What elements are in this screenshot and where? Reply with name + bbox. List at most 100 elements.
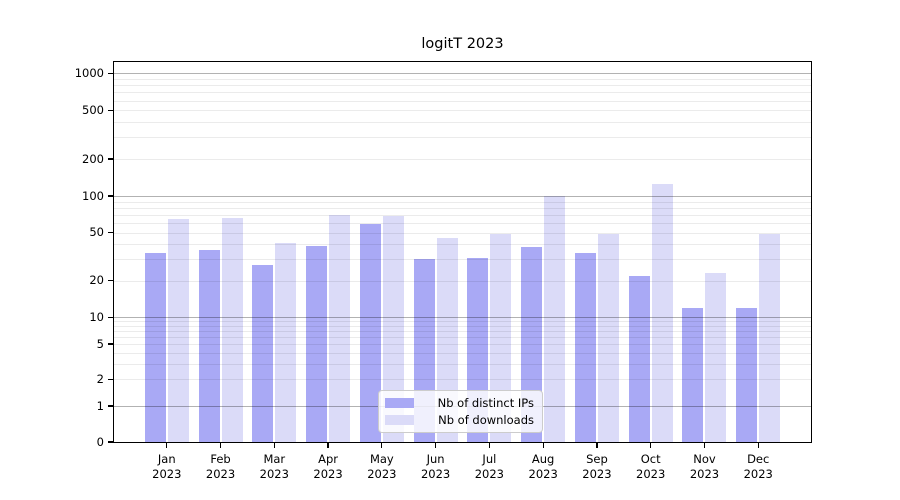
y-tick-200	[108, 158, 113, 160]
x-tick-year-nov: 2023	[689, 467, 720, 481]
y-tick-label-1: 1	[96, 398, 104, 413]
gridline-6	[113, 336, 812, 338]
x-tick-jan	[166, 443, 168, 448]
y-tick-50	[108, 231, 113, 234]
bar-nb-of-distinct-ips-may	[359, 223, 381, 443]
bar-nb-of-distinct-ips-oct	[628, 275, 650, 443]
gridline-900	[113, 78, 812, 80]
gridline-30	[113, 259, 812, 261]
gridline-700	[113, 92, 812, 94]
bar-nb-of-distinct-ips-feb	[198, 249, 220, 443]
bar-nb-of-downloads-feb	[221, 217, 243, 443]
x-tick-jul	[488, 443, 490, 448]
bar-nb-of-downloads-mar	[275, 242, 297, 443]
x-tick-year-jan: 2023	[152, 467, 182, 481]
x-tick-year-sep: 2023	[582, 467, 612, 481]
x-tick-apr	[327, 443, 329, 448]
bar-nb-of-distinct-ips-nov	[682, 307, 704, 443]
legend-label-downloads: Nb of downloads	[438, 413, 534, 427]
gridline-70	[113, 214, 812, 216]
y-tick-label-20: 20	[89, 273, 104, 288]
y-tick-label-5: 5	[96, 336, 104, 351]
x-tick-year-aug: 2023	[528, 467, 558, 481]
gridline-90	[113, 201, 812, 203]
x-tick-label-nov: Nov 2023	[674, 452, 734, 482]
y-tick-label-2: 2	[96, 371, 104, 386]
x-tick-label-apr: Apr 2023	[298, 452, 358, 482]
gridline-400	[113, 122, 812, 124]
bar-nb-of-downloads-may	[382, 215, 404, 443]
x-tick-aug	[542, 443, 544, 448]
gridline-100	[113, 196, 812, 197]
x-tick-year-mar: 2023	[259, 467, 289, 481]
x-tick-label-dec: Dec 2023	[728, 452, 788, 482]
bar-nb-of-downloads-jan	[167, 218, 189, 443]
gridline-2	[113, 379, 812, 381]
bar-nb-of-downloads-oct	[651, 184, 673, 443]
x-tick-nov	[703, 443, 706, 448]
y-tick-label-100: 100	[82, 188, 104, 203]
x-tick-label-feb: Feb 2023	[191, 452, 251, 482]
x-tick-year-oct: 2023	[636, 467, 666, 481]
y-tick-1	[108, 405, 113, 407]
gridline-1000	[113, 73, 812, 75]
bar-nb-of-distinct-ips-dec	[736, 307, 758, 443]
y-tick-0	[108, 441, 113, 443]
y-tick-100	[108, 195, 113, 197]
legend-label-distinct-ips: Nb of distinct IPs	[437, 396, 534, 410]
bar-nb-of-downloads-dec	[759, 233, 781, 443]
bar-nb-of-distinct-ips-jan	[144, 252, 166, 443]
bar-nb-of-downloads-nov	[705, 273, 727, 443]
x-tick-label-jun: Jun 2023	[406, 452, 466, 482]
x-tick-year-dec: 2023	[743, 467, 773, 481]
y-tick-label-50: 50	[89, 225, 104, 239]
gridline-8	[113, 325, 812, 327]
y-tick-label-1000: 1000	[74, 65, 104, 80]
x-tick-mar	[273, 443, 275, 448]
gridline-800	[113, 85, 812, 87]
legend-item-downloads: Nb of downloads	[385, 413, 534, 427]
gridline-60	[113, 222, 812, 224]
chart-title: logitT 2023	[421, 36, 504, 52]
y-tick-5	[108, 343, 113, 345]
gridline-40	[113, 244, 812, 246]
gridline-300	[113, 137, 812, 139]
y-tick-label-500: 500	[82, 102, 104, 117]
x-tick-label-oct: Oct 2023	[621, 452, 681, 482]
gridline-50	[113, 232, 812, 234]
bar-nb-of-distinct-ips-sep	[574, 252, 596, 443]
bar-nb-of-downloads-apr	[329, 214, 351, 443]
y-tick-label-0: 0	[96, 434, 104, 449]
y-tick-label-200: 200	[82, 151, 104, 166]
bar-nb-of-downloads-aug	[544, 196, 566, 443]
x-tick-may	[381, 443, 383, 448]
gridline-200	[113, 159, 812, 161]
y-tick-20	[108, 280, 113, 282]
gridline-7	[113, 331, 812, 333]
bar-nb-of-distinct-ips-apr	[306, 245, 328, 443]
y-tick-label-10: 10	[89, 309, 104, 324]
bar-nb-of-distinct-ips-mar	[252, 264, 274, 443]
x-tick-feb	[219, 443, 222, 448]
x-tick-dec	[757, 443, 759, 448]
gridline-9	[113, 321, 812, 323]
x-tick-jun	[435, 443, 437, 448]
y-tick-10	[108, 316, 113, 318]
plot-area	[113, 61, 812, 443]
gridline-4	[113, 352, 812, 354]
legend-swatch-distinct-ips	[385, 397, 414, 409]
x-tick-label-may: May 2023	[352, 452, 412, 482]
x-tick-label-jul: Jul 2023	[459, 452, 519, 482]
legend-swatch-downloads	[385, 414, 414, 426]
x-tick-sep	[596, 443, 598, 448]
x-tick-label-sep: Sep 2023	[567, 452, 627, 482]
gridline-500	[113, 110, 812, 112]
legend: Nb of distinct IPs Nb of downloads	[378, 390, 543, 433]
x-tick-year-apr: 2023	[313, 467, 343, 481]
gridline-10	[113, 317, 812, 319]
y-tick-2	[108, 378, 113, 380]
x-tick-year-may: 2023	[367, 467, 397, 481]
x-tick-label-mar: Mar 2023	[244, 452, 304, 482]
x-tick-oct	[650, 443, 652, 448]
